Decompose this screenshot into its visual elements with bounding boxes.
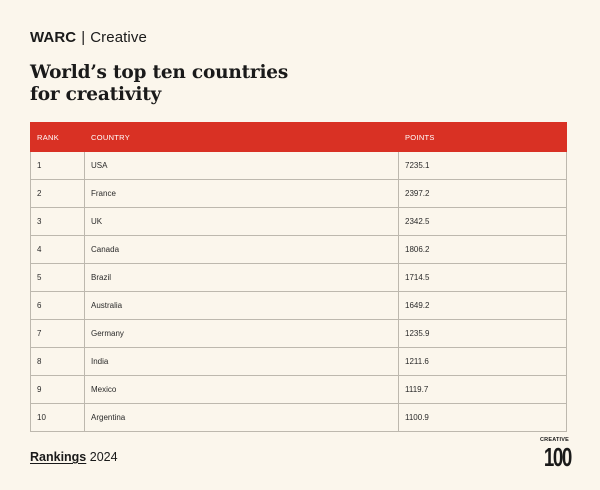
cell-points: 1211.6 <box>398 347 567 376</box>
table-row: 6 Australia 1649.2 <box>30 291 567 320</box>
creative-100-logo: CREATIVE 100 <box>540 437 572 475</box>
cell-rank: 8 <box>30 347 85 376</box>
table-row: 2 France 2397.2 <box>30 179 567 208</box>
cell-country: Mexico <box>84 375 399 404</box>
page-title-line-1: World’s top ten countries <box>30 62 289 83</box>
brand-logo: WARC | Creative <box>30 29 147 46</box>
cell-rank: 9 <box>30 375 85 404</box>
cell-country: Argentina <box>84 403 399 432</box>
table-body: 1 USA 7235.1 2 France 2397.2 3 UK 2342.5 4 Canada 1… <box>30 151 567 432</box>
cell-country: Australia <box>84 291 399 320</box>
cell-rank: 2 <box>30 179 85 208</box>
page-title: World’s top ten countries for creativity <box>30 62 430 106</box>
cell-points: 1806.2 <box>398 235 567 264</box>
table-row: 8 India 1211.6 <box>30 347 567 376</box>
cell-rank: 6 <box>30 291 85 320</box>
cell-points: 1649.2 <box>398 291 567 320</box>
year-label: 2024 <box>89 450 118 464</box>
cell-country: India <box>84 347 399 376</box>
cell-country: Canada <box>84 235 399 264</box>
page-title-line-2: for creativity <box>30 84 162 105</box>
column-header-rank: RANK <box>30 122 85 152</box>
column-header-country: COUNTRY <box>84 122 399 152</box>
rankings-year-label: Rankings 2024 <box>30 450 118 464</box>
logo-number: 100 <box>543 442 572 472</box>
table-row: 3 UK 2342.5 <box>30 207 567 236</box>
cell-points: 1119.7 <box>398 375 567 404</box>
table-row: 9 Mexico 1119.7 <box>30 375 567 404</box>
brand-separator: | <box>81 29 86 46</box>
rankings-table: RANK COUNTRY POINTS 1 USA 7235.1 2 France 239… <box>30 122 567 432</box>
table-header-row: RANK COUNTRY POINTS <box>30 122 567 152</box>
cell-points: 1235.9 <box>398 319 567 348</box>
cell-rank: 4 <box>30 235 85 264</box>
cell-country: Germany <box>84 319 399 348</box>
brand-name: WARC <box>30 29 77 46</box>
cell-rank: 7 <box>30 319 85 348</box>
cell-country: UK <box>84 207 399 236</box>
cell-country: USA <box>84 151 399 180</box>
table-row: 1 USA 7235.1 <box>30 151 567 180</box>
cell-points: 1100.9 <box>398 403 567 432</box>
cell-country: France <box>84 179 399 208</box>
table-row: 4 Canada 1806.2 <box>30 235 567 264</box>
cell-points: 7235.1 <box>398 151 567 180</box>
table-row: 7 Germany 1235.9 <box>30 319 567 348</box>
table-row: 5 Brazil 1714.5 <box>30 263 567 292</box>
cell-points: 2342.5 <box>398 207 567 236</box>
cell-rank: 3 <box>30 207 85 236</box>
brand-product: Creative <box>90 29 147 46</box>
logo-text: CREATIVE <box>540 437 570 443</box>
cell-rank: 1 <box>30 151 85 180</box>
table-row: 10 Argentina 1100.9 <box>30 403 567 432</box>
cell-country: Brazil <box>84 263 399 292</box>
table-header: RANK COUNTRY POINTS <box>30 122 567 152</box>
cell-rank: 10 <box>30 403 85 432</box>
cell-points: 1714.5 <box>398 263 567 292</box>
cell-rank: 5 <box>30 263 85 292</box>
column-header-points: POINTS <box>398 122 567 152</box>
rankings-label: Rankings <box>30 450 87 464</box>
cell-points: 2397.2 <box>398 179 567 208</box>
